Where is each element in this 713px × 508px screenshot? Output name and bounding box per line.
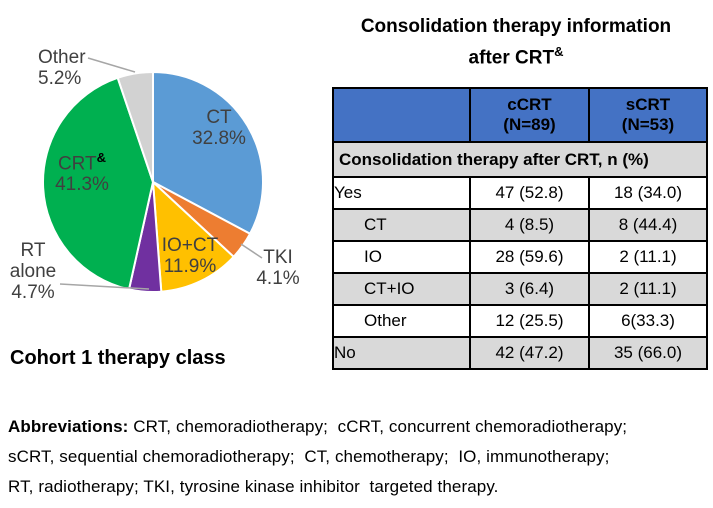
pie-slices-group xyxy=(42,70,264,294)
pie-label-crt-name: CRT& xyxy=(57,150,107,175)
row-scrt-value: 2 (11.1) xyxy=(588,272,708,306)
pie-label-ct: CT 32.8% xyxy=(180,107,258,149)
header-ccrt-line1: cCRT xyxy=(507,95,552,114)
pie-label-crt: CRT& 41.3% xyxy=(34,147,130,195)
header-scrt-line1: sCRT xyxy=(625,95,671,114)
table-row-yes: Yes 47 (52.8) 18 (34.0) xyxy=(332,176,708,210)
section-header-cell: Consolidation therapy after CRT, n (%) xyxy=(332,141,708,178)
pie-label-crt-pct: 41.3% xyxy=(55,174,109,196)
table-section-row: Consolidation therapy after CRT, n (%) xyxy=(332,141,708,178)
table-row-ct: CT 4 (8.5) 8 (44.4) xyxy=(332,208,708,242)
pie-label-ct-name: CT xyxy=(206,107,232,128)
table-row-no: No 42 (47.2) 35 (66.0) xyxy=(332,336,708,370)
pie-label-rt-alone-pct: 4.7% xyxy=(11,282,55,303)
table-header-row: cCRT (N=89) sCRT (N=53) xyxy=(332,87,708,143)
header-scrt-cell: sCRT (N=53) xyxy=(588,87,708,143)
header-ccrt-cell: cCRT (N=89) xyxy=(469,87,590,143)
row-label: Yes xyxy=(332,176,471,210)
row-scrt-value: 18 (34.0) xyxy=(588,176,708,210)
pie-label-other-name: Other xyxy=(38,47,86,68)
pie-label-tki-pct: 4.1% xyxy=(256,268,300,289)
header-empty-cell xyxy=(332,87,471,143)
row-ccrt-value: 12 (25.5) xyxy=(469,304,590,338)
pie-slice-crt xyxy=(42,76,155,291)
pie-label-io-ct-name: IO+CT xyxy=(161,235,219,256)
row-ccrt-value: 3 (6.4) xyxy=(469,272,590,306)
pie-label-other: Other 5.2% xyxy=(38,47,86,89)
pie-label-ct-pct: 32.8% xyxy=(192,128,246,149)
leader-line-rt-alone xyxy=(59,283,150,290)
row-scrt-value: 35 (66.0) xyxy=(588,336,708,370)
leader-line-tki xyxy=(240,243,263,259)
leader-line-other xyxy=(87,57,136,73)
title-superscript: & xyxy=(554,44,564,59)
pie-label-rt-alone-name: RT alone xyxy=(9,240,57,282)
crt-superscript: & xyxy=(96,150,107,165)
table-title: Consolidation therapy information after … xyxy=(320,14,712,70)
pie-label-tki: TKI 4.1% xyxy=(244,247,312,289)
pie-slice-io-ct xyxy=(151,179,236,293)
pie-label-tki-name: TKI xyxy=(263,247,293,268)
pie-slice-other xyxy=(116,70,154,183)
table-title-line2: after CRT& xyxy=(468,44,564,69)
abbreviations-label: Abbreviations: xyxy=(8,417,129,436)
pie-label-other-pct: 5.2% xyxy=(38,68,82,89)
table-row-ct-io: CT+IO 3 (6.4) 2 (11.1) xyxy=(332,272,708,306)
row-scrt-value: 8 (44.4) xyxy=(588,208,708,242)
row-label: CT xyxy=(332,208,471,242)
row-label: No xyxy=(332,336,471,370)
row-ccrt-value: 47 (52.8) xyxy=(469,176,590,210)
row-label: Other xyxy=(332,304,471,338)
pie-caption: Cohort 1 therapy class xyxy=(10,347,226,369)
row-ccrt-value: 4 (8.5) xyxy=(469,208,590,242)
abbreviations-text: CRT, chemoradiotherapy; cCRT, concurrent… xyxy=(8,417,628,496)
row-ccrt-value: 42 (47.2) xyxy=(469,336,590,370)
pie-label-io-ct-pct: 11.9% xyxy=(163,256,217,277)
row-label: IO xyxy=(332,240,471,274)
header-scrt-line2: (N=53) xyxy=(621,115,675,134)
table-row-io: IO 28 (59.6) 2 (11.1) xyxy=(332,240,708,274)
pie-chart xyxy=(42,57,264,294)
abbreviations-footnote: Abbreviations: CRT, chemoradiotherapy; c… xyxy=(8,412,710,502)
consolidation-table: cCRT (N=89) sCRT (N=53) Consolidation th… xyxy=(332,87,708,370)
pie-label-io-ct: IO+CT 11.9% xyxy=(152,235,228,277)
row-label: CT+IO xyxy=(332,272,471,306)
pie-label-rt-alone: RT alone 4.7% xyxy=(1,240,65,303)
pie-slice-ct xyxy=(152,70,264,236)
table-row-other: Other 12 (25.5) 6(33.3) xyxy=(332,304,708,338)
row-scrt-value: 2 (11.1) xyxy=(588,240,708,274)
row-scrt-value: 6(33.3) xyxy=(588,304,708,338)
header-ccrt-line2: (N=89) xyxy=(503,115,556,134)
table-title-line1: Consolidation therapy information xyxy=(360,16,672,37)
row-ccrt-value: 28 (59.6) xyxy=(469,240,590,274)
